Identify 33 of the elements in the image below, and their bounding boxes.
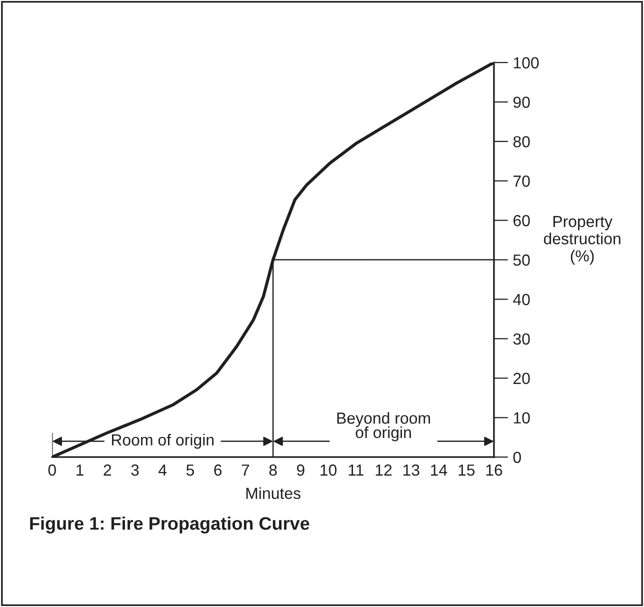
text: Figure 1: Fire Propagation Curve (30, 516, 310, 534)
x-tick-label: 4 (158, 464, 167, 476)
x-tick-label: 3 (131, 464, 139, 476)
x-tick-label: 0 (48, 464, 56, 476)
x-tick-label: 5 (186, 464, 194, 476)
x-tick-label: 9 (296, 464, 304, 476)
y-tick-label: 80 (513, 136, 530, 148)
y-tick-label: 70 (514, 176, 530, 187)
x-tick-label: 15 (458, 464, 475, 476)
y-tick-label: 20 (514, 372, 530, 384)
y-tick-label: 100 (514, 57, 539, 68)
x-tick-label: 10 (320, 464, 337, 476)
y-tick-label: 30 (513, 333, 530, 345)
x-tick-label: 6 (214, 464, 222, 476)
y-tick-label: 0 (513, 452, 521, 464)
x-tick-label: 13 (403, 464, 420, 476)
x-tick-label: 14 (431, 464, 448, 476)
x-axis-title: Minutes (246, 487, 300, 499)
y-tick-label: 60 (514, 214, 530, 226)
y-tick-label: 40 (513, 294, 530, 306)
annotation: Beyond room of origin (337, 412, 430, 442)
y-tick-label: 90 (513, 96, 530, 108)
x-tick-label: 11 (348, 464, 364, 476)
y-tick-label: 10 (514, 412, 530, 424)
x-tick-label: 2 (104, 464, 112, 476)
x-tick-label: 7 (242, 464, 250, 476)
x-tick-label: 12 (376, 464, 392, 476)
annotation: Room of origin (112, 434, 214, 449)
x-tick-label: 16 (486, 464, 502, 476)
x-tick-label: 8 (269, 464, 277, 476)
y-tick-label: 50 (513, 254, 530, 266)
y-axis-title: Property destruction (%) (544, 216, 620, 265)
x-tick-label: 1 (76, 464, 84, 476)
